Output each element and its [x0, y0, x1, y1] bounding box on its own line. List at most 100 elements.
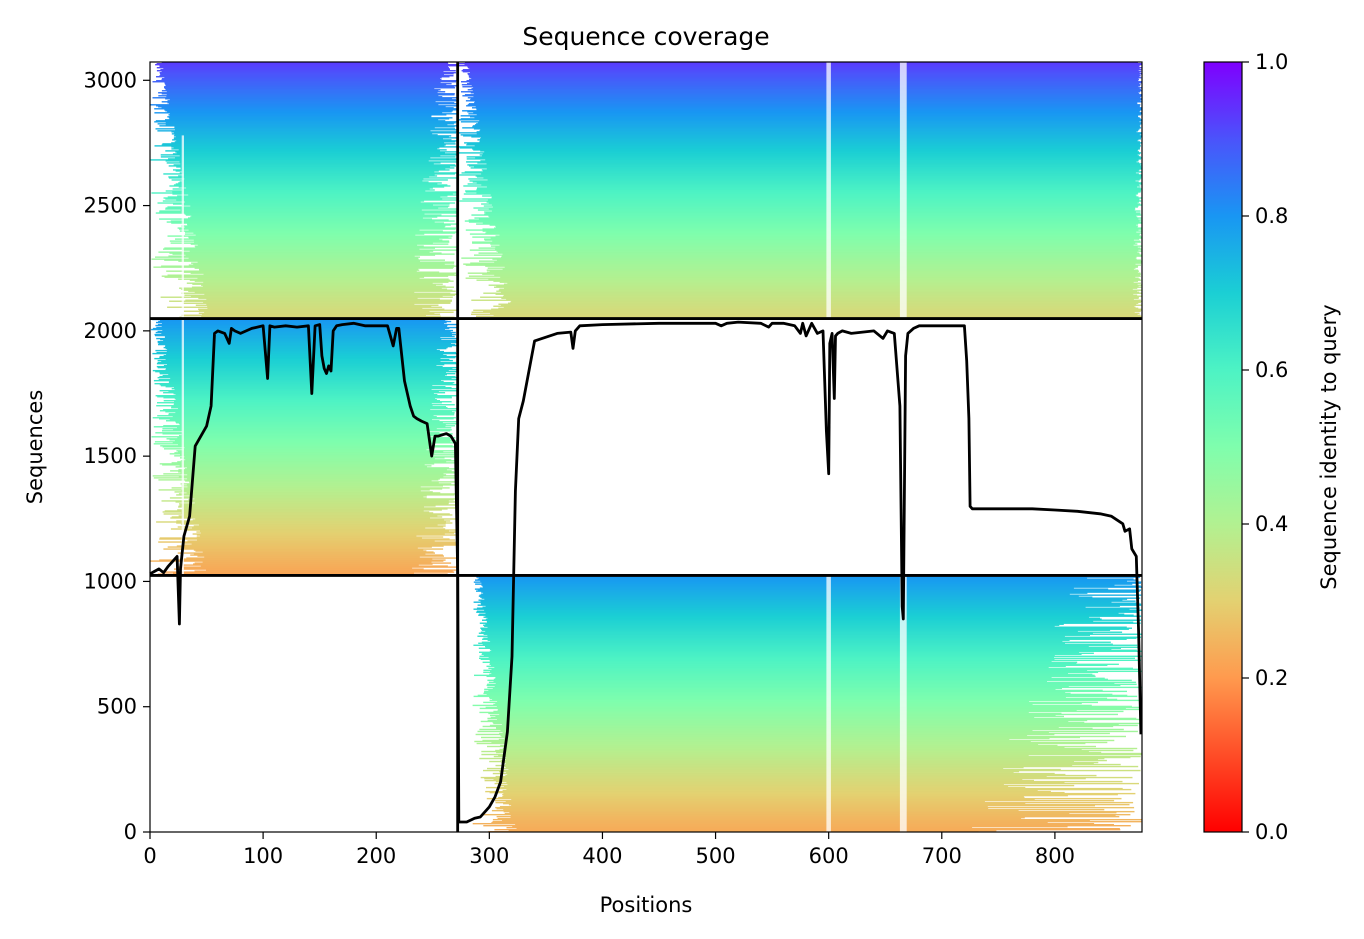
heatmap-row-b3	[481, 753, 1142, 756]
heatmap-row-b0	[161, 90, 439, 92]
heatmap-row-b1	[476, 223, 1139, 225]
heatmap-row-b0	[182, 180, 423, 182]
heatmap-row-b0	[191, 215, 458, 217]
heatmap-row-b0	[188, 217, 423, 219]
heatmap-row-b2	[153, 379, 441, 382]
heatmap-row-b0	[168, 165, 456, 167]
heatmap-row-b0	[157, 123, 454, 125]
heatmap-row-b1	[476, 192, 1139, 194]
heatmap-row-b0	[155, 128, 455, 130]
heatmap-row-b3	[485, 605, 1120, 607]
heatmap-row-b1	[471, 299, 1141, 301]
heatmap-row-b0	[158, 251, 430, 253]
heatmap-row-b0	[152, 81, 456, 83]
heatmap-row-b1	[504, 287, 1138, 289]
heatmap-row-b2	[170, 517, 431, 519]
heatmap-row-b1	[466, 144, 1141, 146]
heatmap-row-b1	[491, 204, 1142, 206]
heatmap-row-b3	[482, 606, 1086, 608]
heatmap-row-b2	[187, 540, 435, 542]
heatmap-row-b2	[175, 412, 455, 414]
heatmap-row-b2	[151, 436, 428, 438]
heatmap-row-b0	[198, 309, 458, 311]
heatmap-row-b0	[166, 96, 443, 98]
heatmap-row-b1	[496, 250, 1142, 252]
heatmap-row-b3	[486, 665, 1066, 668]
heatmap-row-b0	[198, 308, 445, 310]
heatmap-row-b2	[179, 424, 446, 426]
heatmap-row-b2	[204, 556, 420, 558]
heatmap-row-b3	[489, 673, 1093, 676]
y-tick-label: 3000	[84, 68, 137, 92]
colorbar: 0.0 0.2 0.4 0.6 0.8 1.0 Sequence identity to …	[1203, 50, 1341, 844]
heatmap-row-b2	[180, 454, 455, 456]
heatmap-row-b0	[156, 63, 449, 65]
heatmap-row-b2	[169, 439, 451, 441]
heatmap-row-b0	[159, 211, 457, 213]
heatmap-row-b1	[479, 260, 1142, 262]
heatmap-row-b2	[180, 504, 458, 506]
heatmap-row-b2	[158, 320, 452, 323]
heatmap-row-b2	[178, 469, 447, 471]
heatmap-row-b3	[483, 701, 1098, 704]
heatmap-row-b0	[193, 239, 443, 241]
heatmap-row-b1	[490, 245, 1142, 247]
y-tick-label: 1500	[84, 444, 137, 468]
heatmap-row-b0	[179, 228, 456, 230]
heatmap-row-b0	[161, 275, 449, 277]
heatmap-row-b0	[164, 82, 441, 84]
heatmap-row-b2	[192, 519, 445, 521]
heatmap-row-b3	[484, 609, 1142, 611]
chart-title: Sequence coverage	[522, 22, 769, 51]
heatmap-row-b3	[496, 751, 1102, 754]
heatmap-row-b1	[471, 78, 1139, 80]
heatmap-row-b2	[171, 487, 450, 489]
heatmap-row-b1	[482, 170, 1139, 172]
heatmap-row-b2	[157, 330, 451, 333]
heatmap-row-b2	[162, 446, 456, 448]
heatmap-row-b2	[171, 516, 443, 518]
heatmap-row-b1	[472, 241, 1141, 243]
heatmap-row-b0	[174, 127, 435, 129]
heatmap-row-b1	[472, 242, 1136, 244]
heatmap-row-b3	[481, 584, 1115, 586]
heatmap-row-b3	[490, 640, 1063, 642]
heatmap-row-b2	[188, 499, 454, 501]
heatmap-row-b3	[495, 764, 1073, 767]
heatmap-row-b3	[495, 715, 1064, 718]
heatmap-row-b3	[485, 623, 1064, 625]
heatmap-row-b3	[496, 815, 1120, 818]
heatmap-row-b3	[480, 776, 1133, 779]
heatmap-row-b3	[482, 643, 1113, 645]
heatmap-row-b3	[489, 660, 1052, 663]
heatmap-row-b3	[501, 723, 1119, 726]
heatmap-row-b3	[494, 828, 1121, 831]
heatmap-row-b3	[474, 588, 1109, 590]
heatmap-row-b1	[457, 65, 1140, 67]
heatmap-row-b1	[476, 131, 1137, 133]
heatmap-row-b0	[167, 274, 458, 276]
heatmap-row-b2	[159, 390, 458, 392]
heatmap-row-b0	[189, 250, 434, 252]
heatmap-row-b2	[165, 367, 453, 370]
heatmap-row-b3	[503, 752, 1142, 755]
heatmap-row-b0	[173, 137, 458, 139]
heatmap-row-b2	[167, 348, 437, 351]
heatmap-row-b1	[491, 308, 1142, 310]
heatmap-row-b3	[485, 790, 1051, 793]
heatmap-row-b3	[483, 692, 1071, 695]
heatmap-row-b2	[196, 534, 456, 536]
heatmap-row-b3	[479, 657, 1135, 659]
heatmap-row-b1	[471, 214, 1142, 216]
heatmap-row-b3	[489, 697, 1108, 700]
heatmap-row-b0	[154, 121, 458, 123]
heatmap-row-b2	[197, 539, 456, 541]
heatmap-row-b1	[458, 63, 1142, 65]
heatmap-row-b0	[168, 158, 458, 160]
heatmap-row-b2	[189, 495, 427, 497]
heatmap-row-b0	[164, 247, 436, 249]
heatmap-row-b0	[163, 197, 458, 199]
heatmap-row-b3	[473, 608, 1130, 610]
heatmap-row-b3	[495, 702, 1082, 705]
heatmap-row-b1	[458, 146, 1141, 148]
